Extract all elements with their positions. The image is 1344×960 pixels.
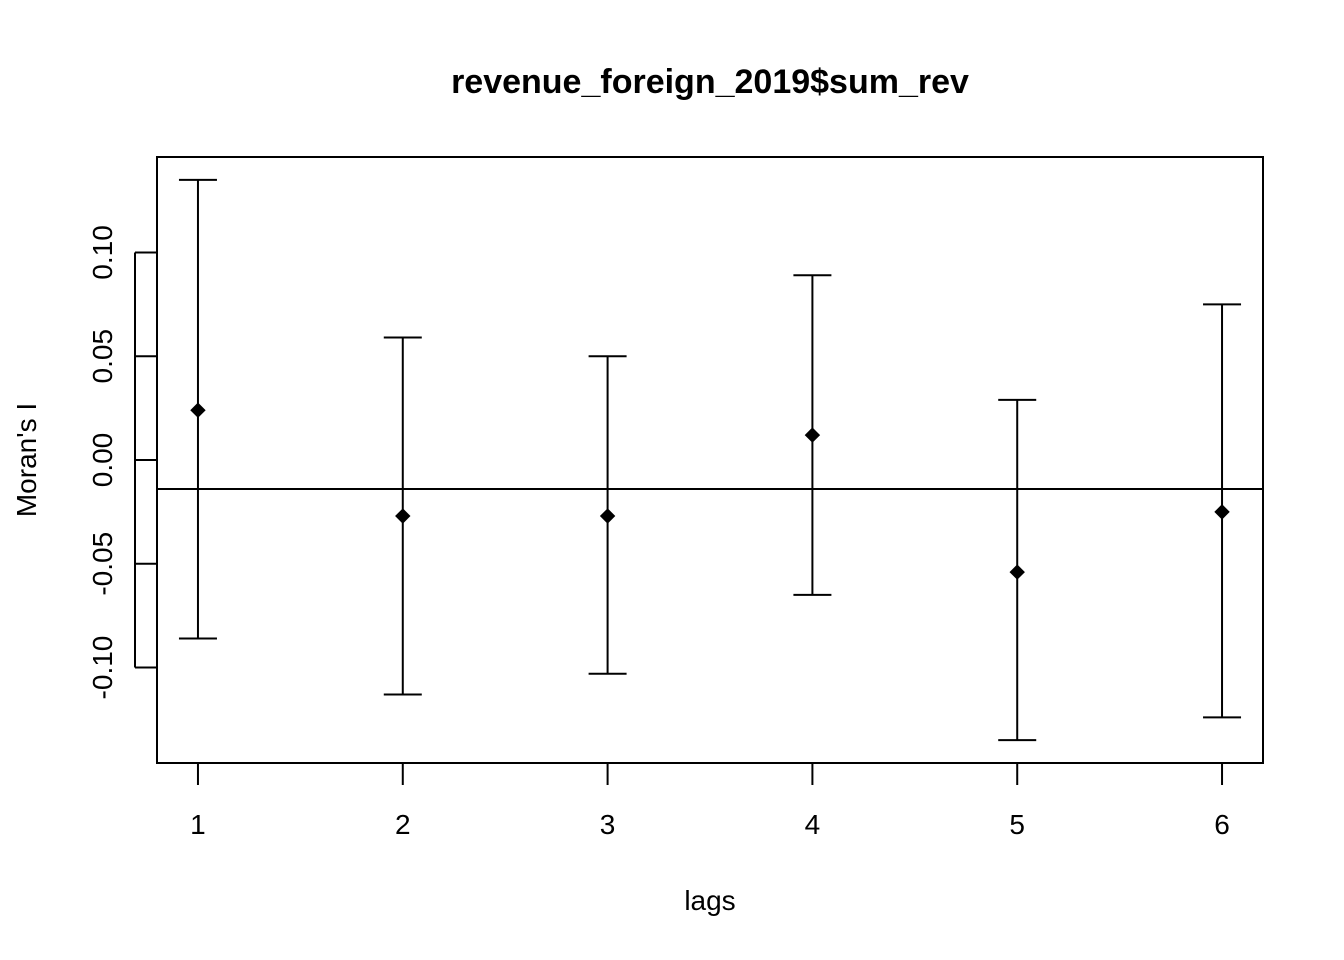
data-point [804, 427, 821, 443]
y-axis-label: Moran's I [11, 403, 42, 517]
y-tick-label: 0.10 [87, 225, 118, 280]
chart-title: revenue_foreign_2019$sum_rev [451, 63, 969, 101]
data-point [190, 402, 206, 418]
data-point [1214, 504, 1230, 520]
x-tick-label: 6 [1214, 809, 1230, 840]
y-tick-label: -0.10 [87, 636, 118, 700]
y-tick-label: 0.05 [87, 329, 118, 384]
data-point [1009, 564, 1025, 580]
x-tick-label: 2 [395, 809, 411, 840]
x-axis-label: lags [684, 885, 735, 916]
x-tick-label: 5 [1009, 809, 1025, 840]
series-group [178, 178, 1242, 742]
y-tick-label: -0.05 [87, 532, 118, 596]
y-tick-label: 0.00 [87, 433, 118, 488]
x-tick-label: 4 [805, 809, 821, 840]
data-point [395, 508, 411, 524]
x-tick-label: 1 [190, 809, 206, 840]
y-axis: -0.10 -0.05 0.00 0.05 0.10 [87, 225, 157, 699]
plot-box [156, 156, 1264, 764]
data-point [599, 508, 616, 524]
x-axis: 1 2 3 4 5 6 [190, 763, 1230, 840]
x-tick-label: 3 [600, 809, 616, 840]
